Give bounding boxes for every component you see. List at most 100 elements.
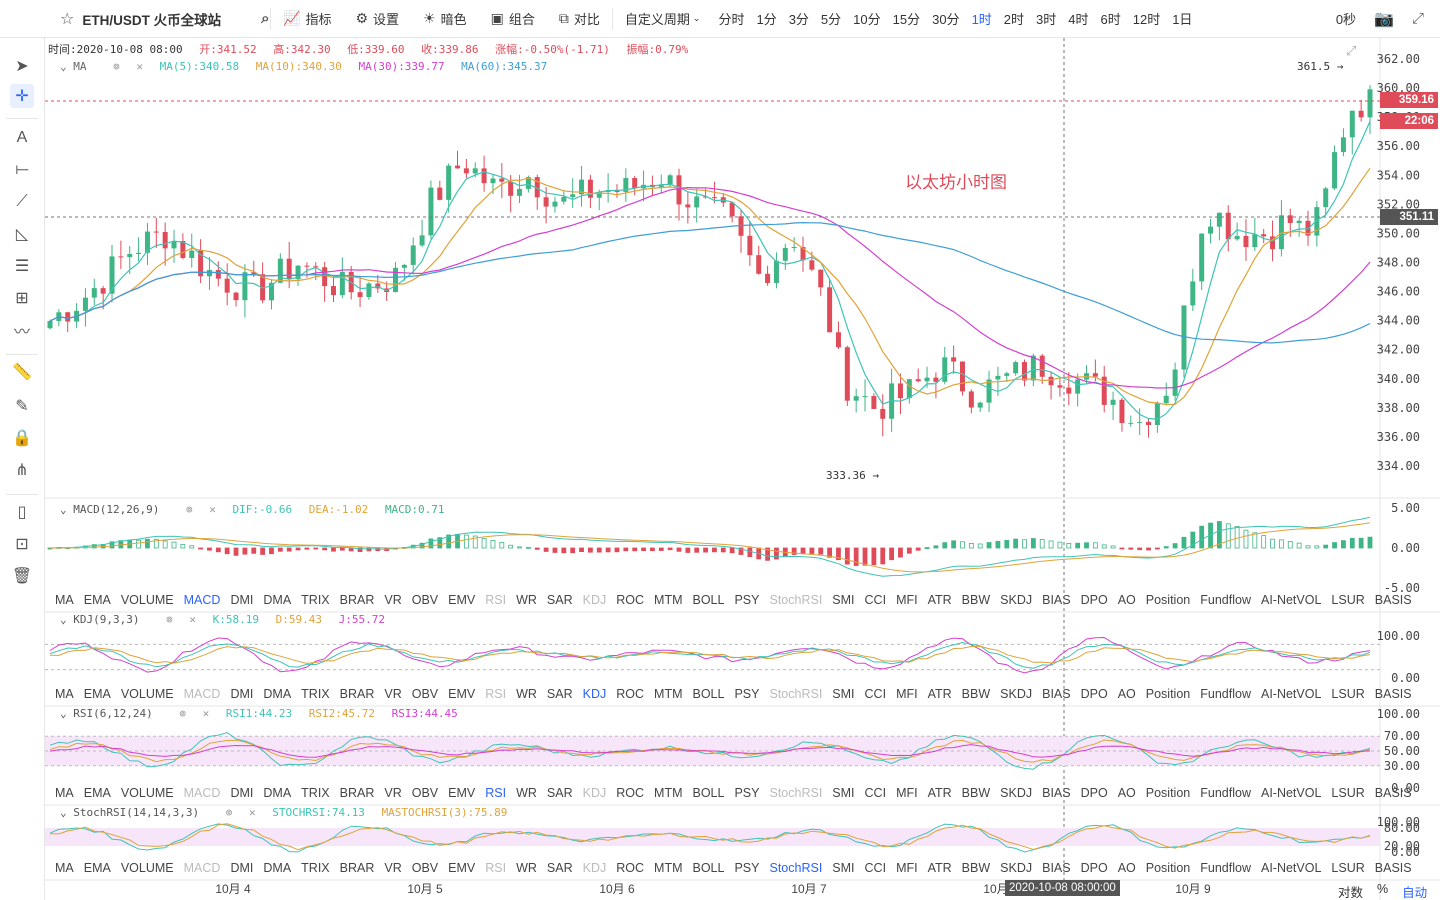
brush-icon[interactable]: ✎ — [15, 398, 29, 415]
indicator-tab-basis[interactable]: BASIS — [1374, 687, 1412, 701]
settings-icon[interactable]: ⊚ — [166, 613, 173, 626]
indicator-tab-wr[interactable]: WR — [516, 687, 537, 701]
indicator-tab-fundflow[interactable]: Fundflow — [1200, 861, 1251, 875]
indicator-tab-kdj[interactable]: KDJ — [582, 786, 607, 800]
period-0[interactable]: 分时 — [718, 12, 745, 27]
indicator-tab-skdj[interactable]: SKDJ — [1000, 593, 1033, 607]
indicator-tab-dpo[interactable]: DPO — [1080, 687, 1108, 701]
cursor-arrow-icon[interactable]: ➤ — [15, 58, 29, 75]
indicator-tab-sar[interactable]: SAR — [546, 687, 573, 701]
indicator-tab-roc[interactable]: ROC — [616, 687, 645, 701]
indicator-tab-mfi[interactable]: MFI — [896, 861, 918, 875]
indicator-tab-position[interactable]: Position — [1145, 861, 1191, 875]
indicator-tab-mfi[interactable]: MFI — [896, 687, 918, 701]
visibility-icon[interactable]: ⊡ — [15, 536, 29, 553]
parallel-channel-icon[interactable]: ☰ — [14, 258, 30, 275]
indicator-tab-obv[interactable]: OBV — [411, 593, 439, 607]
indicator-tab-skdj[interactable]: SKDJ — [1000, 687, 1033, 701]
magnet-icon[interactable]: ⋔ — [15, 462, 29, 479]
indicator-tab-position[interactable]: Position — [1145, 593, 1191, 607]
indicator-tab-ai-netvol[interactable]: AI-NetVOL — [1260, 861, 1322, 875]
indicator-tab-bbw[interactable]: BBW — [961, 593, 991, 607]
period-10[interactable]: 4时 — [1068, 12, 1089, 27]
indicator-tab-dmi[interactable]: DMI — [230, 786, 254, 800]
indicator-tab-vr[interactable]: VR — [384, 786, 402, 800]
indicator-tab-stochrsi[interactable]: StochRSI — [769, 786, 823, 800]
indicator-tab-vr[interactable]: VR — [384, 861, 402, 875]
indicator-tab-skdj[interactable]: SKDJ — [1000, 786, 1033, 800]
indicator-tab-mtm[interactable]: MTM — [654, 861, 683, 875]
indicator-tab-atr[interactable]: ATR — [927, 861, 952, 875]
indicator-tab-ao[interactable]: AO — [1117, 687, 1136, 701]
indicator-tab-ai-netvol[interactable]: AI-NetVOL — [1260, 786, 1322, 800]
indicator-tab-ai-netvol[interactable]: AI-NetVOL — [1260, 687, 1322, 701]
trend-line-icon[interactable]: ⟋ — [16, 193, 28, 210]
indicator-tab-volume[interactable]: VOLUME — [120, 861, 174, 875]
indicator-tab-ma[interactable]: MA — [55, 593, 74, 607]
indicator-tab-ema[interactable]: EMA — [83, 593, 111, 607]
indicator-tab-emv[interactable]: EMV — [448, 786, 476, 800]
close-icon[interactable]: ✕ — [136, 60, 143, 73]
indicator-tab-cci[interactable]: CCI — [864, 786, 887, 800]
indicator-tab-mfi[interactable]: MFI — [896, 786, 918, 800]
indicator-tab-atr[interactable]: ATR — [927, 593, 952, 607]
indicator-tab-dma[interactable]: DMA — [263, 593, 292, 607]
period-1[interactable]: 1分 — [756, 12, 777, 27]
settings-icon[interactable]: ⊚ — [113, 60, 120, 73]
indicator-tab-brar[interactable]: BRAR — [339, 786, 375, 800]
indicator-tab-position[interactable]: Position — [1145, 786, 1191, 800]
indicator-tab-dmi[interactable]: DMI — [230, 593, 254, 607]
indicator-tab-stochrsi[interactable]: StochRSI — [769, 593, 823, 607]
indicator-tab-ema[interactable]: EMA — [83, 861, 111, 875]
indicator-tab-kdj[interactable]: KDJ — [582, 861, 607, 875]
fullscreen-icon[interactable]: ⤢ — [1411, 10, 1424, 27]
indicator-tab-ema[interactable]: EMA — [83, 687, 111, 701]
indicator-tab-macd[interactable]: MACD — [183, 593, 221, 607]
indicator-tab-rsi[interactable]: RSI — [485, 786, 507, 800]
indicator-tab-lsur[interactable]: LSUR — [1331, 687, 1365, 701]
triangle-icon[interactable]: ◺ — [15, 226, 29, 243]
indicator-tab-boll[interactable]: BOLL — [692, 687, 725, 701]
indicator-tab-smi[interactable]: SMI — [832, 786, 855, 800]
auto-scale-button[interactable]: 自动 — [1402, 886, 1428, 900]
ruler-icon[interactable]: 📏 — [12, 364, 32, 381]
indicator-tab-trix[interactable]: TRIX — [301, 687, 330, 701]
indicator-tab-dma[interactable]: DMA — [263, 786, 292, 800]
indicator-tab-smi[interactable]: SMI — [832, 593, 855, 607]
settings-button[interactable]: ⚙ 设置 — [343, 9, 411, 28]
text-tool-icon[interactable]: A — [16, 129, 28, 146]
indicator-tab-sar[interactable]: SAR — [546, 593, 573, 607]
indicator-tab-emv[interactable]: EMV — [448, 687, 476, 701]
indicator-tab-smi[interactable]: SMI — [832, 687, 855, 701]
close-icon[interactable]: ✕ — [209, 503, 216, 516]
indicator-tab-rsi[interactable]: RSI — [485, 687, 507, 701]
custom-period-dropdown[interactable]: 自定义周期 ⌄ — [613, 9, 713, 28]
expand-icon[interactable]: ⤢ — [1346, 43, 1357, 58]
indicator-tab-fundflow[interactable]: Fundflow — [1200, 593, 1251, 607]
indicator-tab-basis[interactable]: BASIS — [1374, 786, 1412, 800]
indicator-tab-bias[interactable]: BIAS — [1042, 593, 1071, 607]
indicator-tab-bbw[interactable]: BBW — [961, 861, 991, 875]
indicator-tab-vr[interactable]: VR — [384, 593, 402, 607]
horizontal-line-icon[interactable]: ⟝ — [15, 161, 29, 178]
close-icon[interactable]: ✕ — [248, 806, 256, 819]
indicator-tab-emv[interactable]: EMV — [448, 861, 476, 875]
search-icon[interactable]: ⌕ — [261, 10, 270, 27]
indicator-tab-atr[interactable]: ATR — [927, 687, 952, 701]
wave-pattern-icon[interactable]: 〰 — [13, 324, 30, 341]
indicator-tab-stochrsi[interactable]: StochRSI — [769, 861, 823, 875]
indicator-tab-bbw[interactable]: BBW — [961, 687, 991, 701]
chart-annotation[interactable]: 以太坊小时图 — [905, 173, 1007, 192]
indicator-tab-lsur[interactable]: LSUR — [1331, 786, 1365, 800]
indicator-tab-trix[interactable]: TRIX — [301, 786, 330, 800]
indicator-tab-brar[interactable]: BRAR — [339, 593, 375, 607]
indicator-tab-cci[interactable]: CCI — [864, 687, 887, 701]
indicator-tab-obv[interactable]: OBV — [411, 861, 439, 875]
indicator-tab-dpo[interactable]: DPO — [1080, 786, 1108, 800]
combo-button[interactable]: ▣ 组合 — [479, 9, 547, 28]
indicator-tab-sar[interactable]: SAR — [546, 786, 573, 800]
indicator-tab-mtm[interactable]: MTM — [654, 593, 683, 607]
indicator-tab-macd[interactable]: MACD — [183, 687, 221, 701]
indicator-tab-atr[interactable]: ATR — [927, 786, 952, 800]
